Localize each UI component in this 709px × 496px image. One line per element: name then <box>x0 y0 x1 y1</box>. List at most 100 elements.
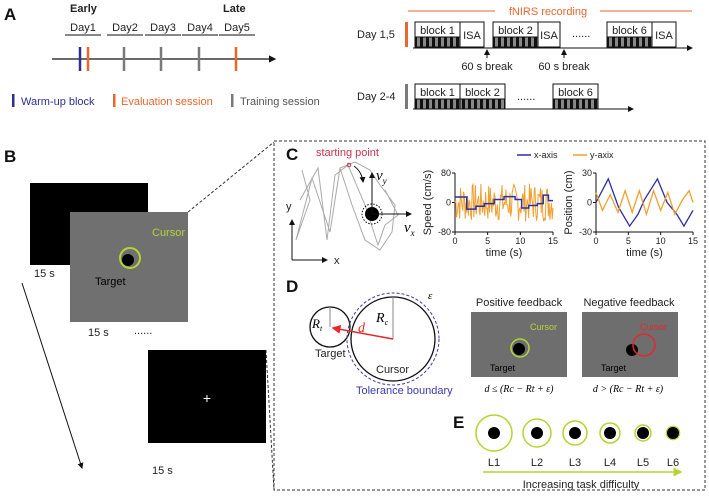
difficulty-levels: L1 L2 L3 L4 L5 L6 <box>475 414 681 469</box>
chart-legend: x-axis y-axix <box>517 150 614 160</box>
level-label: L4 <box>604 457 616 469</box>
vx-label: vx <box>404 220 415 238</box>
d-label: d <box>358 321 366 336</box>
tolerance-boundary <box>346 292 440 386</box>
level-label: L3 <box>569 457 581 469</box>
block-label: block 2 <box>465 87 500 99</box>
timeline: Early Late Day1 Day2 Day3 Day4 Day5 <box>52 3 277 71</box>
rt-label: Rt <box>311 316 323 333</box>
legend-swatch-evaluation <box>113 94 116 107</box>
y-tick-label: 80 <box>441 168 451 178</box>
zoom-line <box>187 141 275 213</box>
target-dot <box>531 427 543 439</box>
panel-label-e: E <box>453 413 464 432</box>
target-dot <box>626 344 638 356</box>
level-label: L5 <box>637 457 649 469</box>
isa-label: ISA <box>655 30 673 42</box>
break-label: 60 s break <box>461 61 513 73</box>
zoom-line <box>265 349 275 491</box>
level-label: L1 <box>488 457 500 469</box>
vy-label: vy <box>376 168 387 186</box>
legend-x-axis: x-axis <box>534 150 558 160</box>
distance-arrow <box>331 324 394 340</box>
x-axis-title: time (s) <box>486 247 523 259</box>
protocol: fNIRS recording Day 1,5 Day 2-4 block 1 I… <box>357 6 693 112</box>
block-trials <box>414 98 461 110</box>
timeline-legend: Warm-up block Evaluation session Trainin… <box>12 94 320 108</box>
day-label: Day2 <box>112 22 138 34</box>
ellipsis: ...... <box>572 28 590 40</box>
block-trials <box>492 36 539 48</box>
direction-arrow <box>353 165 366 183</box>
x-axis-title: time (s) <box>626 247 663 259</box>
level-label: L2 <box>531 457 543 469</box>
y-tick-label: -80 <box>438 227 451 237</box>
panel-label-a: A <box>4 5 16 24</box>
block-trials <box>459 98 506 110</box>
level-label: L6 <box>667 457 679 469</box>
block-label: block 1 <box>420 87 455 99</box>
target-label: Target <box>490 363 516 373</box>
block-trials <box>414 36 461 48</box>
cursor-label: Cursor <box>530 322 557 332</box>
legend-training: Training session <box>240 96 320 108</box>
panel-label-b: B <box>4 147 16 166</box>
target-dot <box>637 427 649 439</box>
row1-marker <box>405 22 408 47</box>
positive-formula: d ≤ (Rc − Rt + ε) <box>484 384 554 395</box>
y-tick-label: 0 <box>446 198 451 208</box>
series-x-axis <box>595 177 694 228</box>
block-label: block 2 <box>498 25 533 37</box>
series-y-axix <box>595 188 694 217</box>
target-dot <box>604 427 616 439</box>
time-arrow <box>21 282 84 469</box>
duration-label: 15 s <box>34 268 55 280</box>
target-dot <box>667 427 679 439</box>
ellipsis: ...... <box>517 91 535 103</box>
cursor-circle <box>632 333 656 357</box>
positive-feedback: Positive feedback Cursor Target d ≤ (Rc … <box>471 297 567 395</box>
panel-label-c: C <box>286 145 298 164</box>
cursor-label: Cursor <box>152 227 185 239</box>
x-tick-label: 10 <box>656 236 666 246</box>
x-tick-label: 5 <box>485 236 490 246</box>
panel-label-d: D <box>286 277 298 296</box>
day-label: Day1 <box>70 22 96 34</box>
block-trials <box>606 36 653 48</box>
x-tick-label: 15 <box>548 236 558 246</box>
rc-label: Rc <box>375 311 389 327</box>
break-label: 60 s break <box>538 61 590 73</box>
fixation-screen <box>148 350 266 443</box>
negative-formula: d > (Rc − Rt + ε) <box>593 384 664 395</box>
target-label: Target <box>95 276 126 288</box>
legend-swatch-warmup <box>12 94 15 107</box>
zoom-box <box>273 140 706 491</box>
row2-marker <box>405 84 408 109</box>
target-dot <box>569 427 581 439</box>
geometry-diagram: Rt Rc d ε Target Cursor Tolerance bounda… <box>309 290 453 397</box>
negative-title: Negative feedback <box>583 297 675 309</box>
epsilon-label: ε <box>428 290 433 302</box>
cursor-circle <box>510 338 530 358</box>
difficulty-caption: Increasing task difficulty <box>523 479 640 491</box>
cursor-label: Cursor <box>640 322 667 332</box>
fixation-cross: + <box>203 390 211 406</box>
x-tick-label: 0 <box>452 236 457 246</box>
positive-title: Positive feedback <box>476 297 563 309</box>
cursor-label: Cursor <box>376 364 409 376</box>
target-label: Target <box>315 348 346 360</box>
series-x-axis <box>455 194 553 210</box>
y-tick-label: 30 <box>582 168 592 178</box>
x-tick-label: 10 <box>515 236 525 246</box>
target-dot <box>488 427 500 439</box>
screen-sequence: + Cursor Target + 15 s 15 s ...... 15 s <box>21 140 706 491</box>
late-label: Late <box>223 3 246 15</box>
trajectory-diagram: starting point vy vx y x <box>286 147 415 267</box>
day-label: Day3 <box>150 22 176 34</box>
block-label: block 6 <box>558 87 593 99</box>
ellipsis: ...... <box>134 325 152 337</box>
block-trials <box>552 98 599 110</box>
y-tick-label: 0 <box>587 198 592 208</box>
